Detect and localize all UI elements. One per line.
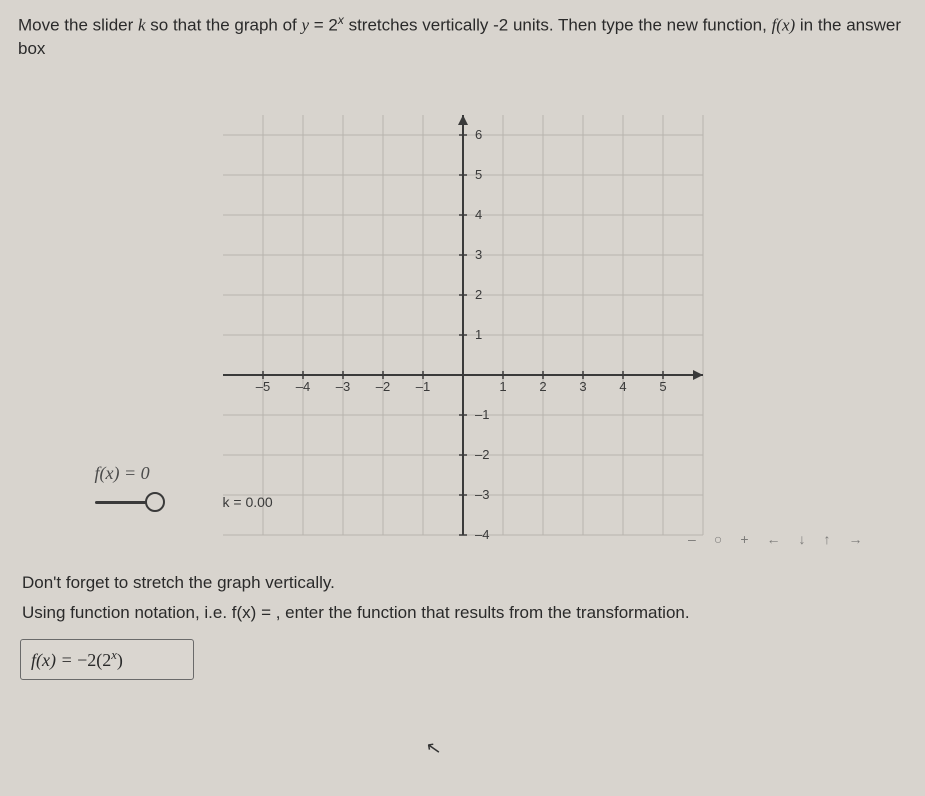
svg-text:3: 3 [475,247,482,262]
zoom-in-icon[interactable]: + [740,531,748,547]
slider-widget: f(x) = 0 k = 0.00 [95,463,295,512]
answer-lhs: f(x) = [31,650,77,670]
answer-input[interactable]: f(x) = −2(2x) [20,639,194,680]
prompt-pre: Move the slider [18,16,138,35]
pan-up-icon[interactable]: ↑ [824,531,831,547]
svg-text:1: 1 [499,379,506,394]
slider-function-label: f(x) = 0 [95,463,295,484]
svg-text:4: 4 [619,379,626,394]
answer-close: ) [117,650,123,670]
svg-text:–2: –2 [375,379,389,394]
svg-text:–1: –1 [475,407,489,422]
eq-y: y [302,16,310,35]
prompt-mid1: so that the graph of [146,16,302,35]
svg-text:4: 4 [475,207,482,222]
answer-base: 2 [102,650,111,670]
svg-text:–4: –4 [295,379,309,394]
prompt-mid2: stretches vertically -2 units. Then type… [344,16,772,35]
hint-text: Don't forget to stretch the graph vertic… [22,573,903,593]
svg-text:–2: –2 [475,447,489,462]
var-fx: f(x) [772,16,796,35]
graph-area[interactable]: –5 –4 –3 –2 –1 1 2 3 4 5 –4 –3 –2 –1 1 2 3 4 5 6 f(x) = 0 k… [23,75,903,555]
cursor-icon: ↖ [424,737,443,760]
svg-text:–3: –3 [475,487,489,502]
svg-text:–1: –1 [415,379,429,394]
svg-text:6: 6 [475,127,482,142]
eq-base: 2 [328,16,337,35]
svg-text:2: 2 [539,379,546,394]
svg-text:–3: –3 [335,379,349,394]
pan-left-icon[interactable]: ← [767,531,781,547]
k-slider[interactable] [95,492,215,512]
pan-down-icon[interactable]: ↓ [799,531,806,547]
slider-thumb[interactable] [145,492,165,512]
var-k: k [138,16,146,35]
svg-text:5: 5 [659,379,666,394]
pan-right-icon[interactable]: → [849,531,863,547]
svg-text:–4: –4 [475,527,489,542]
reset-icon[interactable]: ○ [714,531,722,547]
svg-text:1: 1 [475,327,482,342]
zoom-out-icon[interactable]: – [688,531,696,547]
instruction-text: Using function notation, i.e. f(x) = , e… [22,603,903,623]
question-prompt: Move the slider k so that the graph of y… [18,12,907,61]
eq-eq: = [309,16,328,35]
svg-text:2: 2 [475,287,482,302]
answer-coef: −2 [77,650,96,670]
svg-text:–5: –5 [255,379,269,394]
graph-toolbar: – ○ + ← ↓ ↑ → [688,531,862,547]
svg-text:3: 3 [579,379,586,394]
slider-value-label: k = 0.00 [223,494,273,510]
svg-text:5: 5 [475,167,482,182]
